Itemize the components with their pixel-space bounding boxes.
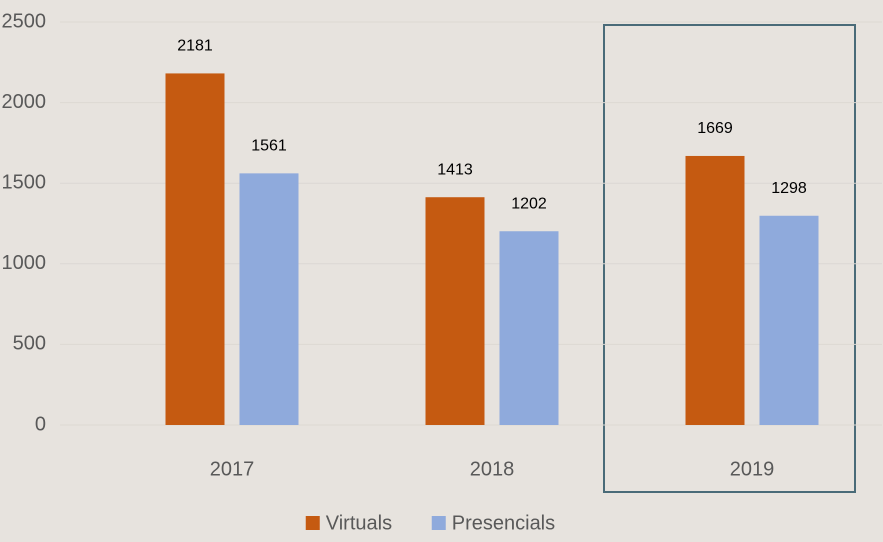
legend-label: Virtuals	[326, 512, 392, 534]
bar	[165, 73, 225, 426]
legend-label: Presencials	[452, 512, 555, 534]
x-tick-label: 2018	[470, 458, 515, 480]
y-tick-label: 500	[13, 333, 46, 355]
legend-swatch	[305, 516, 320, 530]
data-label: 1561	[251, 138, 287, 155]
y-tick-label: 1000	[2, 252, 47, 274]
data-label: 1413	[437, 161, 473, 178]
highlight-box	[603, 24, 856, 493]
legend-swatch	[431, 516, 446, 530]
x-tick-label: 2017	[210, 458, 255, 480]
y-tick-label: 0	[35, 413, 46, 435]
x-tick-label: 2019	[730, 458, 775, 480]
bar	[239, 173, 299, 425]
y-tick-label: 1500	[2, 171, 47, 193]
bar	[759, 215, 819, 425]
data-label: 1202	[511, 195, 547, 212]
data-label: 1669	[697, 120, 733, 137]
data-label: 2181	[177, 38, 213, 55]
data-label: 1298	[771, 180, 807, 197]
bar	[499, 231, 559, 425]
y-tick-label: 2000	[2, 91, 47, 113]
bar	[425, 197, 485, 425]
y-tick-label: 2500	[2, 10, 47, 32]
bar	[685, 155, 745, 425]
